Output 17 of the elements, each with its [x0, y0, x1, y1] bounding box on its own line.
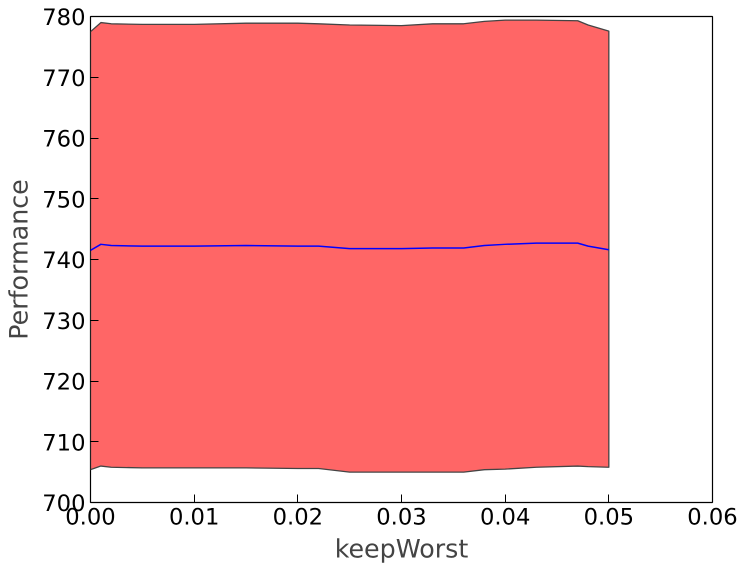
y-tick-label: 710 — [42, 430, 86, 456]
x-axis-title: keepWorst — [334, 534, 468, 564]
y-axis-title: Performance — [3, 179, 34, 340]
y-tick-label: 760 — [42, 126, 86, 152]
y-tick-label: 730 — [42, 308, 86, 335]
x-tick-label: 0.06 — [687, 504, 738, 530]
x-tick-label: 0.04 — [480, 504, 530, 530]
x-tick-label: 0.02 — [272, 504, 324, 530]
y-tick-label: 770 — [42, 66, 86, 92]
y-tick-label: 720 — [42, 370, 86, 396]
line-series — [90, 242, 610, 252]
x-tick-label: 0.01 — [168, 504, 220, 530]
y-tick-label: 750 — [42, 187, 86, 214]
x-tick-label: 0.05 — [584, 504, 634, 530]
x-tick-label: 0.03 — [376, 504, 427, 530]
y-tick-label: 740 — [42, 248, 86, 274]
y-tick-label: 780 — [42, 5, 86, 31]
